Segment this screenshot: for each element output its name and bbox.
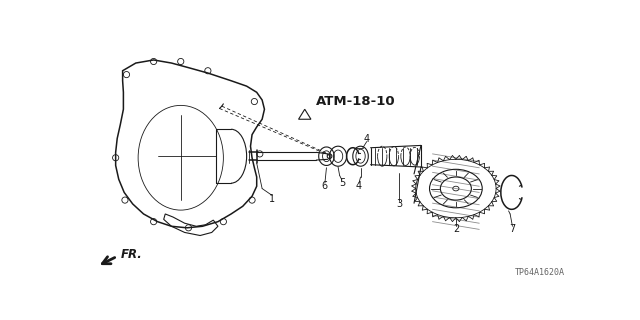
Text: 4: 4 bbox=[356, 181, 362, 191]
Text: 3: 3 bbox=[396, 199, 403, 209]
Text: 7: 7 bbox=[509, 224, 516, 234]
Text: TP64A1620A: TP64A1620A bbox=[515, 268, 564, 277]
Text: FR.: FR. bbox=[120, 248, 142, 261]
Text: ATM-18-10: ATM-18-10 bbox=[316, 95, 396, 108]
Text: 1: 1 bbox=[269, 194, 275, 204]
Text: 6: 6 bbox=[322, 181, 328, 191]
Text: 4: 4 bbox=[364, 133, 370, 143]
FancyArrowPatch shape bbox=[102, 257, 115, 264]
Text: 2: 2 bbox=[452, 224, 459, 234]
Text: 5: 5 bbox=[339, 178, 345, 188]
